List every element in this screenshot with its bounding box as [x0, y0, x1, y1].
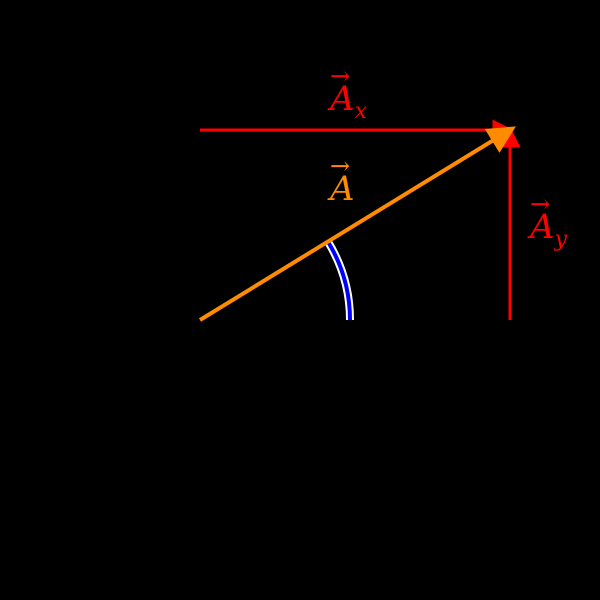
y-axis-label: y [166, 30, 187, 68]
angle-theta-label: θ [368, 275, 386, 310]
vector-a [200, 130, 510, 320]
vector-a-label: A→ [327, 152, 355, 209]
vector-ax-label: Ax→ [327, 62, 368, 124]
vector-ay-label: Ay→ [527, 190, 568, 252]
vector-diagram: x y A→ Ax→ Ay→ θ [0, 0, 600, 600]
x-axis-label: x [552, 330, 570, 368]
